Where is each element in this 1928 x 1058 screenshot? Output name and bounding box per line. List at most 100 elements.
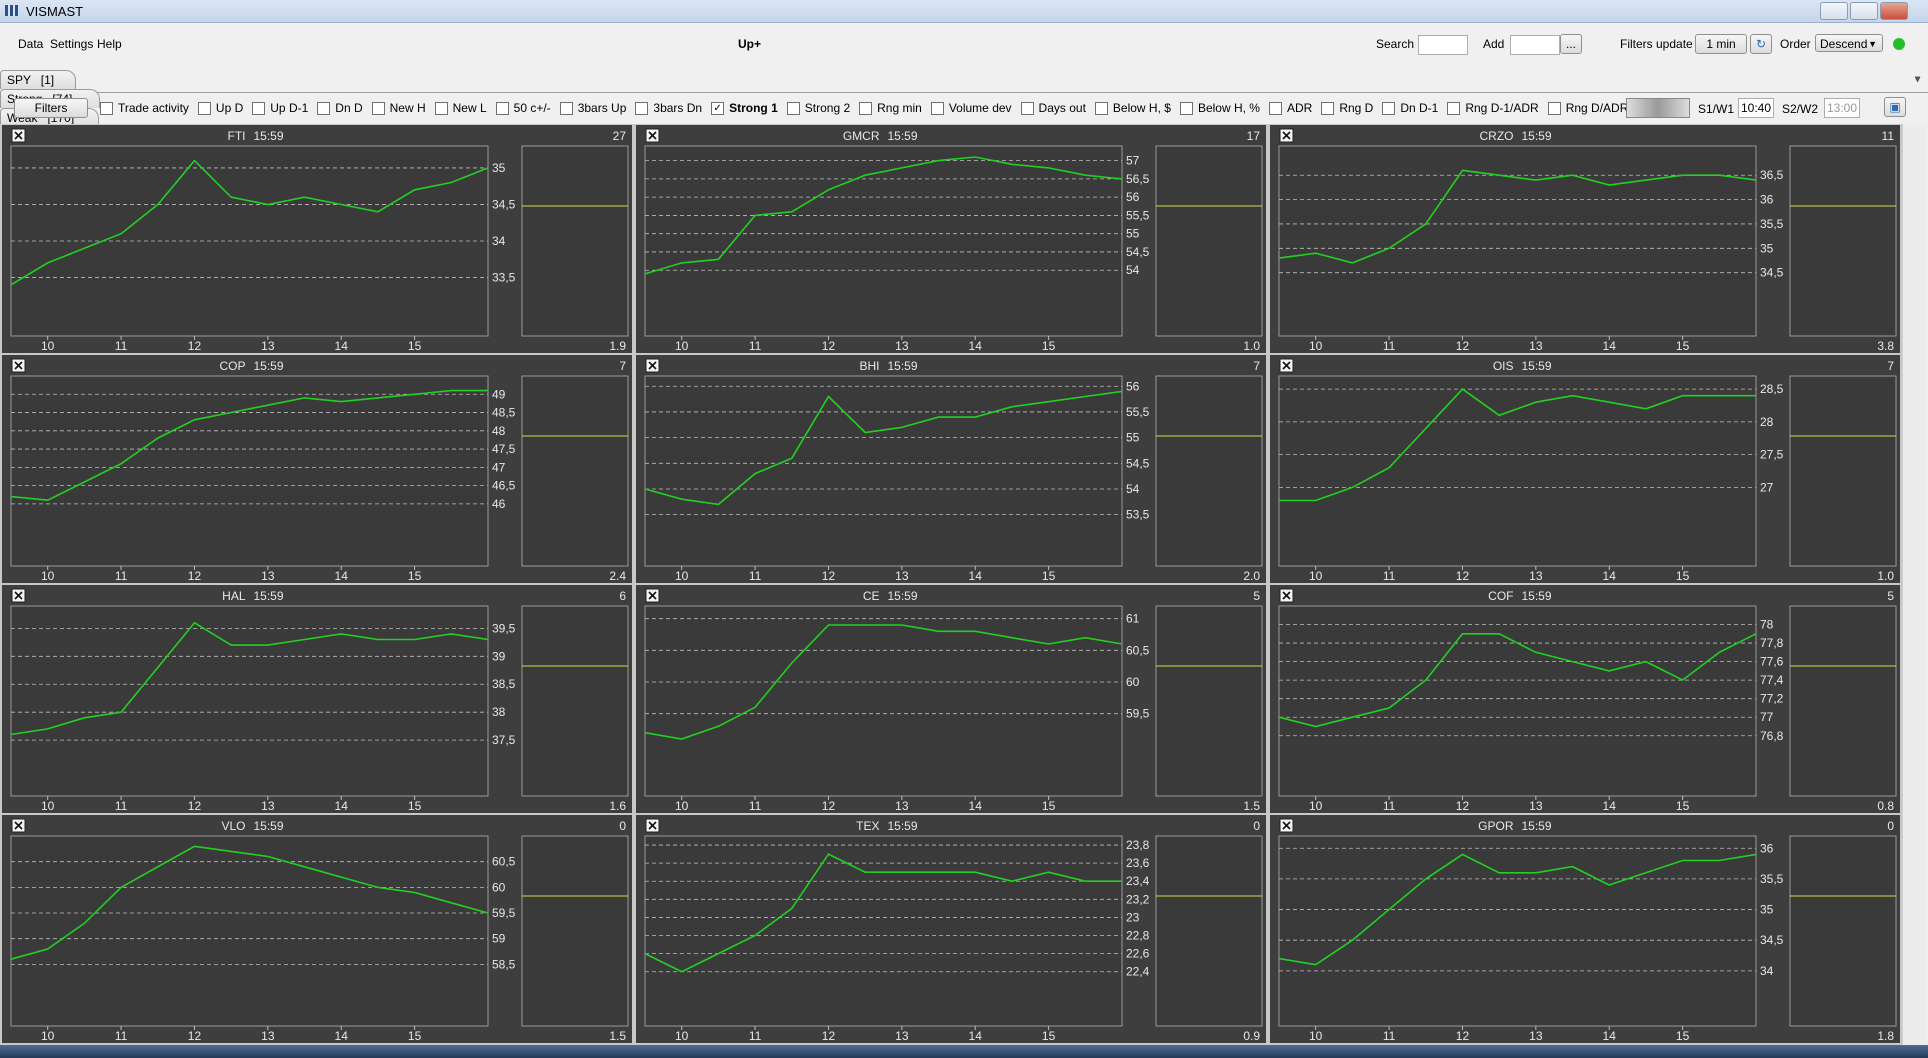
filter-label: Rng D-1/ADR: [1465, 101, 1539, 115]
price-line: [644, 390, 1123, 506]
y-tick-label: 53,5: [1126, 508, 1150, 522]
filter-checkbox[interactable]: Trade activity: [100, 101, 189, 115]
x-tick-label: 14: [335, 569, 349, 583]
filter-checkbox[interactable]: Below H, $: [1094, 101, 1171, 115]
menu-item[interactable]: Help: [97, 37, 122, 51]
minimize-button[interactable]: [1820, 2, 1848, 20]
scrollbar[interactable]: [1902, 124, 1927, 1045]
checkbox: [371, 101, 385, 115]
filter-label: Rng min: [877, 101, 922, 115]
close-icon[interactable]: [11, 128, 26, 143]
layout-button[interactable]: ▣: [1884, 97, 1906, 117]
filter-checkbox[interactable]: Days out: [1020, 101, 1086, 115]
status-indicator: [1893, 38, 1905, 50]
filter-checkbox[interactable]: ✓ Strong 1: [711, 101, 778, 115]
title-bar: VISMAST: [0, 0, 1928, 23]
x-tick-label: 13: [261, 339, 275, 353]
close-icon[interactable]: [645, 128, 660, 143]
x-tick-label: 14: [1603, 569, 1617, 583]
x-tick-label: 14: [969, 1029, 983, 1043]
y-tick-label: 35,5: [1760, 217, 1784, 231]
close-icon[interactable]: [1279, 128, 1294, 143]
checkbox: [495, 101, 509, 115]
close-icon[interactable]: [645, 588, 660, 603]
filter-label: Rng D: [1339, 101, 1374, 115]
close-icon[interactable]: [11, 588, 26, 603]
filter-checkbox[interactable]: 3bars Dn: [635, 101, 702, 115]
filter-checkbox[interactable]: New L: [434, 101, 487, 115]
menu-item[interactable]: Data: [18, 37, 44, 51]
filters-button[interactable]: Filters: [14, 98, 88, 118]
refresh-button[interactable]: ↻: [1750, 34, 1772, 54]
price-chart-box: [10, 835, 489, 1027]
filter-checkbox[interactable]: Volume dev: [930, 101, 1012, 115]
search-input[interactable]: [1418, 35, 1468, 55]
x-tick-label: 15: [408, 339, 422, 353]
add-button[interactable]: ...: [1560, 34, 1582, 54]
ticker: GMCR: [843, 129, 880, 143]
filter-checkbox[interactable]: Below H, %: [1179, 101, 1260, 115]
side-low: 1.0: [1877, 569, 1894, 583]
price-chart-box: [10, 605, 489, 797]
filter-checkbox[interactable]: Dn D-1: [1382, 101, 1438, 115]
x-tick-label: 12: [822, 1029, 836, 1043]
maximize-button[interactable]: [1850, 2, 1878, 20]
close-cross: [648, 591, 657, 600]
y-tick-label: 22,8: [1126, 929, 1150, 943]
close-icon[interactable]: [1279, 588, 1294, 603]
side-low: 1.9: [609, 339, 626, 353]
menu-item[interactable]: Settings: [50, 37, 94, 51]
close-button[interactable]: [1880, 2, 1908, 20]
y-tick-label: 35,5: [1760, 872, 1784, 886]
count: 27: [613, 129, 627, 143]
y-tick-label: 35: [492, 161, 506, 175]
x-tick-label: 10: [41, 569, 55, 583]
filter-label: Up D: [215, 101, 244, 115]
close-icon[interactable]: [1279, 818, 1294, 833]
filter-checkbox[interactable]: Dn D: [317, 101, 363, 115]
filter-checkbox[interactable]: 50 c+/-: [495, 101, 551, 115]
filter-checkbox[interactable]: Up D: [197, 101, 244, 115]
close-icon[interactable]: [11, 818, 26, 833]
checkbox: [1179, 101, 1193, 115]
y-tick-label: 54: [1126, 482, 1140, 496]
s2-input[interactable]: 13:00: [1824, 98, 1860, 118]
x-tick-label: 12: [1456, 339, 1470, 353]
filter-checkbox[interactable]: Up D-1: [252, 101, 308, 115]
filter-checkbox[interactable]: Rng D-1/ADR: [1447, 101, 1539, 115]
checkbox: ✓: [711, 101, 725, 115]
filter-label: New L: [452, 101, 487, 115]
x-tick-label: 15: [1676, 339, 1690, 353]
close-icon[interactable]: [645, 358, 660, 373]
order-select[interactable]: Descend ▼: [1815, 34, 1883, 52]
close-icon[interactable]: [645, 818, 660, 833]
s1-input[interactable]: 10:40: [1738, 98, 1774, 118]
side-low: 1.6: [609, 799, 626, 813]
price-line: [644, 853, 1122, 973]
side-low: 0.9: [1243, 1029, 1260, 1043]
filter-checkbox[interactable]: 3bars Up: [559, 101, 626, 115]
y-tick-label: 77: [1760, 710, 1774, 724]
close-cross: [1282, 131, 1291, 140]
filter-checkbox[interactable]: New H: [371, 101, 426, 115]
filter-checkbox[interactable]: Rng D: [1321, 101, 1373, 115]
y-tick-label: 34: [492, 234, 506, 248]
y-tick-label: 36,5: [1760, 168, 1784, 182]
slider[interactable]: [1626, 98, 1690, 118]
filter-checkbox[interactable]: Rng D/ADR: [1547, 101, 1628, 115]
y-tick-label: 47: [492, 460, 506, 474]
interval-button[interactable]: 1 min: [1695, 34, 1747, 54]
tab-bar: SPY [1]▼Strong [74]▼Weak [170]▼WL - UP […: [0, 70, 1928, 225]
add-input[interactable]: [1510, 35, 1560, 55]
tab[interactable]: SPY [1] ▼: [0, 70, 1922, 89]
filter-checkbox[interactable]: ADR: [1268, 101, 1312, 115]
close-icon[interactable]: [11, 358, 26, 373]
filters-update-label: Filters update: [1620, 37, 1693, 51]
price-chart-box: [1278, 605, 1757, 797]
filter-checkbox[interactable]: Strong 2: [786, 101, 850, 115]
checkbox: [1382, 101, 1396, 115]
filter-checkbox[interactable]: Rng min: [859, 101, 922, 115]
close-icon[interactable]: [1279, 358, 1294, 373]
x-tick-label: 11: [749, 569, 762, 583]
checkbox: [1547, 101, 1561, 115]
